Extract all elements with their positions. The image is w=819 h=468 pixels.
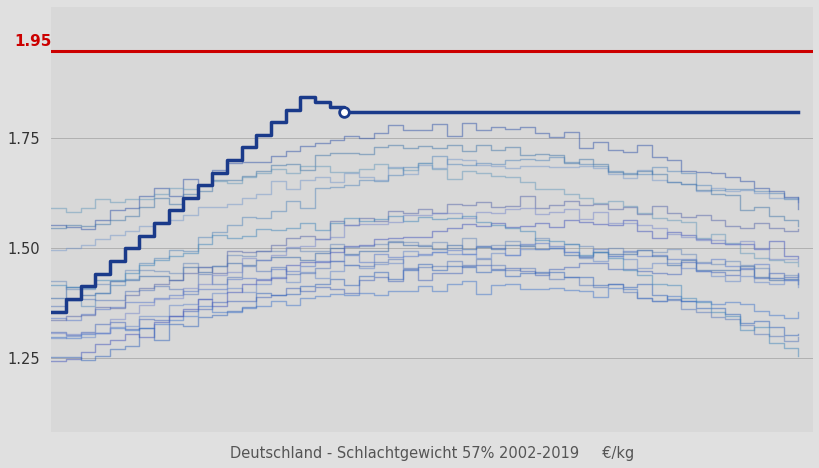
X-axis label: Deutschland - Schlachtgewicht 57% 2002-2019     €/kg: Deutschland - Schlachtgewicht 57% 2002-2… xyxy=(230,446,634,461)
Text: 1.95: 1.95 xyxy=(14,34,52,49)
